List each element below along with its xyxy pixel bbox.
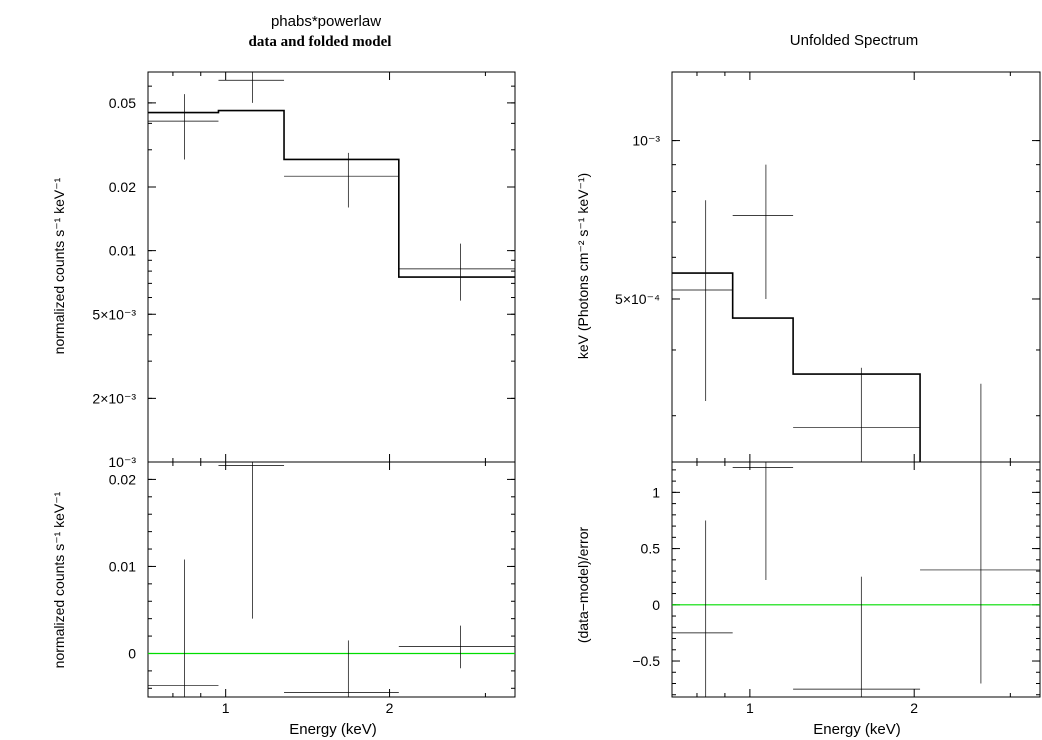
right-top-y-tick-label: 5×10⁻⁴ <box>615 291 660 307</box>
left-bottom-ylabel: normalized counts s⁻¹ keV⁻¹ <box>51 491 67 668</box>
left-xlabel: Energy (keV) <box>289 721 377 738</box>
left-top-y-tick-label: 10⁻³ <box>108 454 136 470</box>
right-bottom-panel: 1 2 1 0.5 0 −0.5 <box>632 461 1041 716</box>
right-bottom-y-tick-label: 0 <box>652 597 660 613</box>
right-xlabel: Energy (keV) <box>813 721 901 738</box>
left-subtitle: data and folded model <box>249 34 392 50</box>
left-top-frame <box>147 71 516 463</box>
left-bottom-y-tick-label: 0.02 <box>109 471 136 487</box>
right-bottom-x-tick-label: 2 <box>910 700 918 716</box>
left-title: phabs*powerlaw <box>271 13 381 30</box>
left-top-y-tick-label: 2×10⁻³ <box>92 390 136 406</box>
right-title: Unfolded Spectrum <box>790 32 918 49</box>
right-top-y-tick-label: 10⁻³ <box>632 133 660 149</box>
left-top-y-tick-label: 0.05 <box>109 95 136 111</box>
right-top-model-line <box>672 272 921 462</box>
right-top-panel: 10⁻³ 5×10⁻⁴ <box>615 71 1041 463</box>
right-bottom-y-tick-label: −0.5 <box>632 653 660 669</box>
left-bottom-panel: 1 2 0.02 0.01 0 <box>109 461 516 716</box>
left-top-y-tick-label: 5×10⁻³ <box>92 306 136 322</box>
left-top-ylabel: normalized counts s⁻¹ keV⁻¹ <box>51 177 67 354</box>
left-bottom-y-tick-label: 0.01 <box>109 558 136 574</box>
left-bottom-x-tick-label: 2 <box>386 700 394 716</box>
left-top-y-tick-label: 0.02 <box>109 179 136 195</box>
left-bottom-y-tick-label: 0 <box>128 645 136 661</box>
right-bottom-y-tick-label: 0.5 <box>641 541 661 557</box>
right-bottom-x-tick-label: 1 <box>746 700 754 716</box>
left-bottom-frame <box>147 461 516 698</box>
right-top-frame <box>671 71 1041 463</box>
left-top-panel: 0.05 0.02 0.01 5×10⁻³ 2×10⁻³ 10⁻³ <box>92 71 516 470</box>
right-bottom-y-tick-label: 1 <box>652 484 660 500</box>
right-bottom-ylabel: (data−model)/error <box>575 526 591 643</box>
right-bottom-frame <box>671 461 1041 698</box>
left-top-model-line <box>148 109 515 278</box>
left-top-y-tick-label: 0.01 <box>109 243 136 259</box>
right-top-ylabel: keV (Photons cm⁻² s⁻¹ keV⁻¹) <box>575 173 591 359</box>
left-bottom-x-tick-label: 1 <box>222 700 230 716</box>
